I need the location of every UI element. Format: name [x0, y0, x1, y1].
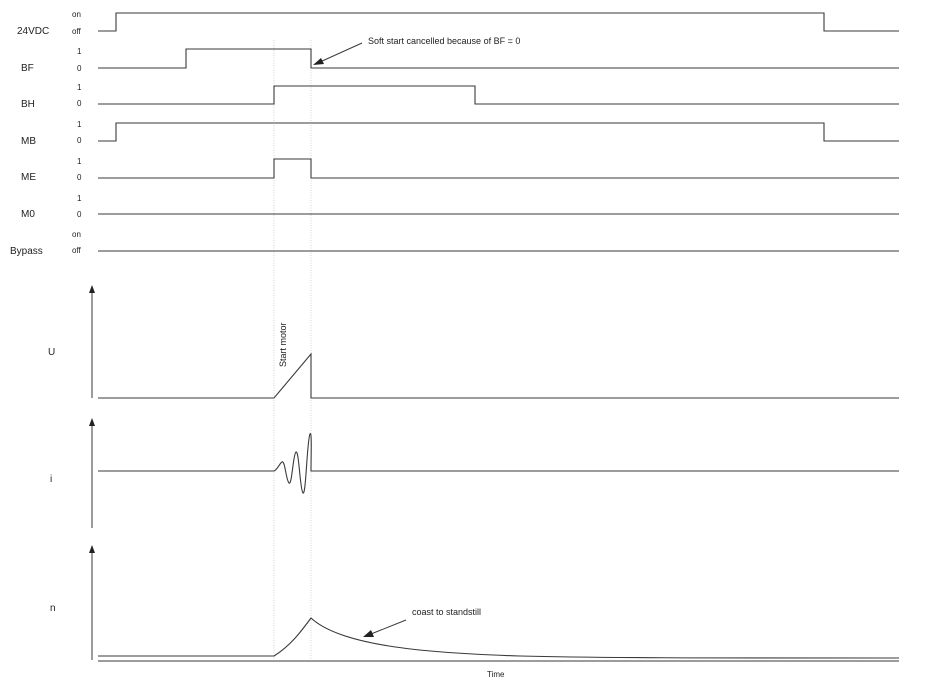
signal-name-bf: BF	[21, 63, 34, 74]
level-low-m0: 0	[77, 210, 82, 219]
signal-name-me: ME	[21, 172, 36, 183]
level-high-24vdc: on	[72, 10, 81, 19]
signal-name-bh: BH	[21, 99, 35, 110]
level-low-24vdc: off	[72, 27, 82, 36]
u-y-arrow-icon	[89, 285, 95, 293]
level-low-bypass: off	[72, 246, 82, 255]
row-24vdc: 24VDC on off	[17, 10, 899, 37]
waveform-bf	[98, 48, 899, 69]
row-bh: BH 1 0	[21, 83, 899, 110]
waveform-24vdc	[98, 12, 899, 32]
waveform-bh	[98, 85, 899, 105]
level-high-bf: 1	[77, 47, 82, 56]
i-label: i	[50, 474, 52, 485]
level-low-mb: 0	[77, 136, 82, 145]
soft-start-annotation: Soft start cancelled because of BF = 0	[313, 36, 520, 65]
coast-arrow-line	[370, 619, 407, 635]
level-high-bh: 1	[77, 83, 82, 92]
level-high-mb: 1	[77, 120, 82, 129]
signal-name-bypass: Bypass	[10, 246, 43, 257]
n-waveform	[98, 617, 900, 659]
level-high-me: 1	[77, 157, 82, 166]
start-motor-label: Start motor	[278, 322, 288, 367]
i-waveform	[98, 433, 899, 494]
level-high-m0: 1	[77, 194, 82, 203]
time-axis-label: Time	[487, 670, 505, 679]
row-bf: BF 1 0	[21, 47, 899, 74]
level-low-bf: 0	[77, 64, 82, 73]
signal-name-m0: M0	[21, 209, 35, 220]
coast-note: coast to standstill	[412, 607, 481, 617]
coast-arrowhead	[363, 630, 374, 637]
row-bypass: Bypass on off	[10, 230, 899, 257]
signal-name-mb: MB	[21, 136, 36, 147]
row-mb: MB 1 0	[21, 120, 899, 147]
soft-start-note: Soft start cancelled because of BF = 0	[368, 36, 520, 46]
u-label: U	[48, 347, 55, 358]
soft-start-arrowhead	[313, 58, 324, 65]
n-label: n	[50, 603, 56, 614]
level-low-bh: 0	[77, 99, 82, 108]
i-plot: i	[50, 418, 899, 528]
waveform-me	[98, 158, 899, 179]
soft-start-arrow-line	[319, 42, 363, 63]
u-waveform	[98, 352, 899, 399]
row-m0: M0 1 0	[21, 194, 899, 220]
signal-name-24vdc: 24VDC	[17, 26, 49, 37]
n-y-arrow-icon	[89, 545, 95, 553]
level-high-bypass: on	[72, 230, 81, 239]
u-plot: U	[48, 285, 899, 399]
level-low-me: 0	[77, 173, 82, 182]
coast-annotation: coast to standstill	[363, 607, 481, 637]
row-me: ME 1 0	[21, 157, 899, 183]
waveform-mb	[98, 122, 899, 142]
n-plot: n	[50, 545, 900, 662]
i-y-arrow-icon	[89, 418, 95, 426]
